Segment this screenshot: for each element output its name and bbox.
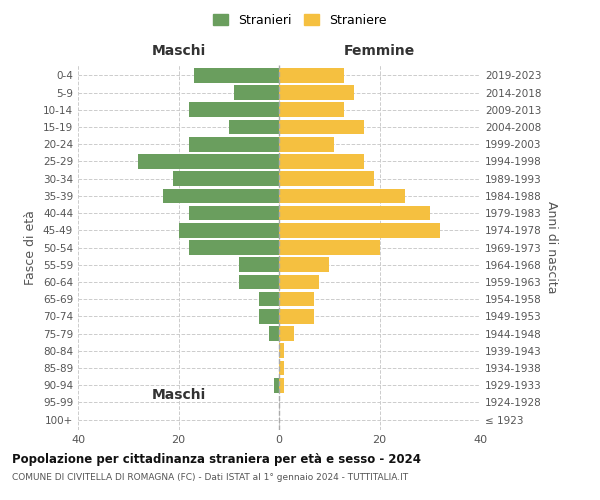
- Text: COMUNE DI CIVITELLA DI ROMAGNA (FC) - Dati ISTAT al 1° gennaio 2024 - TUTTITALIA: COMUNE DI CIVITELLA DI ROMAGNA (FC) - Da…: [12, 472, 408, 482]
- Bar: [279, 326, 294, 341]
- Bar: [279, 154, 364, 168]
- Bar: [259, 309, 279, 324]
- Bar: [279, 378, 284, 392]
- Bar: [188, 240, 279, 255]
- Bar: [279, 68, 344, 82]
- Bar: [279, 258, 329, 272]
- Bar: [279, 137, 334, 152]
- Bar: [279, 223, 440, 238]
- Text: Femmine: Femmine: [344, 44, 415, 58]
- Bar: [279, 172, 374, 186]
- Bar: [179, 223, 279, 238]
- Bar: [239, 274, 279, 289]
- Bar: [279, 274, 319, 289]
- Bar: [188, 137, 279, 152]
- Y-axis label: Anni di nascita: Anni di nascita: [545, 201, 558, 294]
- Bar: [279, 309, 314, 324]
- Bar: [163, 188, 279, 203]
- Bar: [188, 102, 279, 117]
- Bar: [279, 360, 284, 376]
- Bar: [234, 85, 279, 100]
- Bar: [274, 378, 279, 392]
- Bar: [229, 120, 279, 134]
- Bar: [279, 292, 314, 306]
- Text: Popolazione per cittadinanza straniera per età e sesso - 2024: Popolazione per cittadinanza straniera p…: [12, 452, 421, 466]
- Bar: [279, 188, 404, 203]
- Bar: [173, 172, 279, 186]
- Bar: [188, 206, 279, 220]
- Bar: [279, 85, 355, 100]
- Bar: [279, 102, 344, 117]
- Bar: [279, 120, 364, 134]
- Bar: [279, 344, 284, 358]
- Text: Maschi: Maschi: [151, 44, 206, 58]
- Bar: [269, 326, 279, 341]
- Bar: [138, 154, 279, 168]
- Bar: [279, 240, 380, 255]
- Legend: Stranieri, Straniere: Stranieri, Straniere: [208, 8, 392, 32]
- Bar: [239, 258, 279, 272]
- Bar: [259, 292, 279, 306]
- Bar: [279, 206, 430, 220]
- Bar: [194, 68, 279, 82]
- Text: Maschi: Maschi: [151, 388, 206, 402]
- Y-axis label: Fasce di età: Fasce di età: [25, 210, 37, 285]
